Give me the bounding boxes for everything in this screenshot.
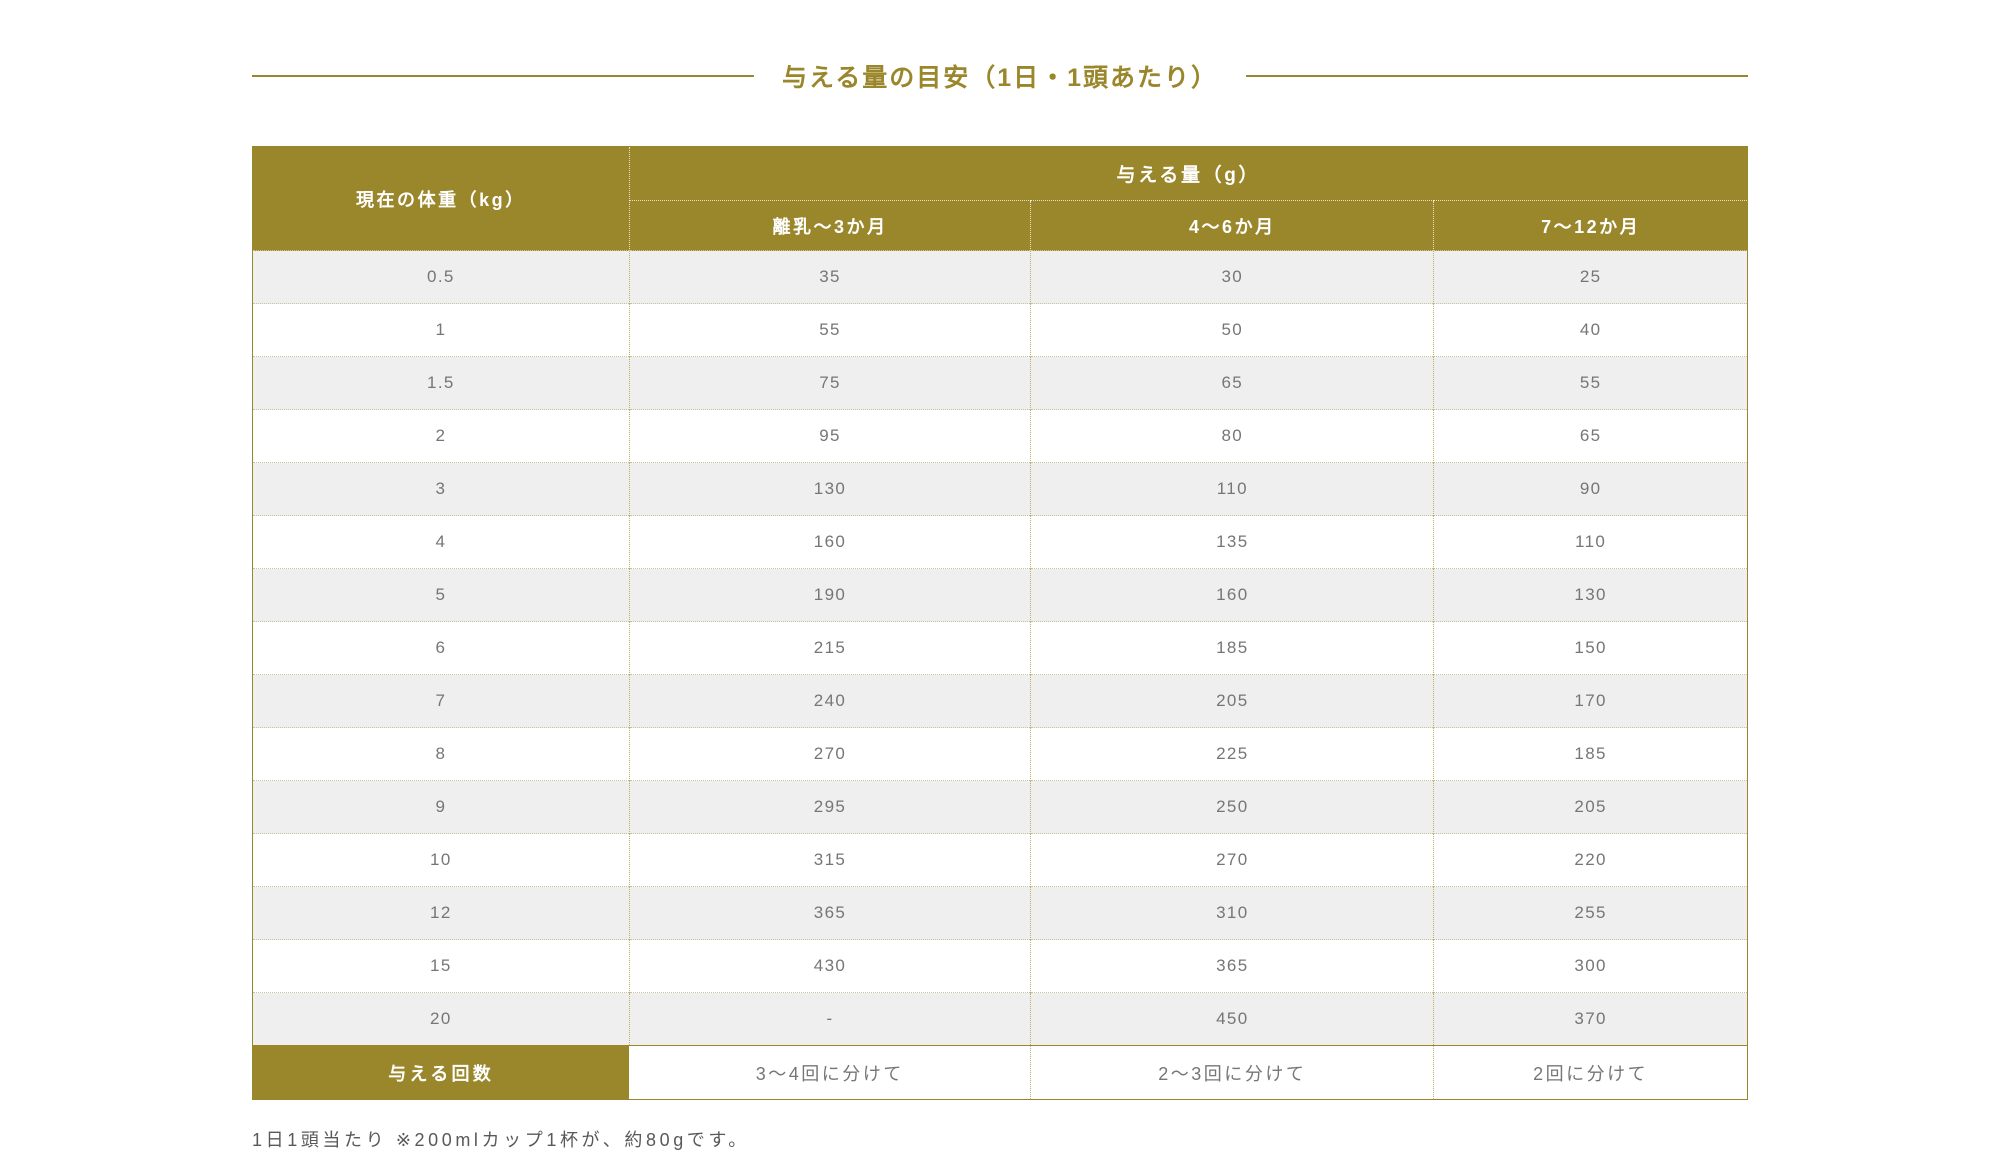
weight-cell: 12 <box>252 886 630 940</box>
weight-cell: 6 <box>252 621 630 675</box>
amount-cell: 130 <box>628 462 1031 516</box>
weight-cell: 0.5 <box>252 250 630 304</box>
weight-cell: 4 <box>252 515 630 569</box>
amount-cell: 65 <box>1433 409 1748 463</box>
weight-column-header: 現在の体重（kg） <box>252 146 630 251</box>
amount-cell: 300 <box>1433 939 1748 993</box>
frequency-row: 与える回数 3〜4回に分けて 2〜3回に分けて 2回に分けて <box>252 1045 1748 1100</box>
amount-cell: 160 <box>1030 568 1434 622</box>
amount-cell: 185 <box>1433 727 1748 781</box>
amount-cell: 130 <box>1433 568 1748 622</box>
frequency-cell: 2回に分けて <box>1433 1045 1748 1100</box>
amount-cell: 370 <box>1433 992 1748 1046</box>
table-row: 1.5 75 65 55 <box>252 356 1748 410</box>
table-row: 10 315 270 220 <box>252 833 1748 887</box>
table-row: 3 130 110 90 <box>252 462 1748 516</box>
frequency-cell: 3〜4回に分けて <box>629 1045 1031 1100</box>
amount-cell: 110 <box>1030 462 1434 516</box>
header-row-top: 現在の体重（kg） 与える量（g） <box>252 146 1748 251</box>
table-row: 9 295 250 205 <box>252 780 1748 834</box>
table-row: 5 190 160 130 <box>252 568 1748 622</box>
table-footer: 与える回数 3〜4回に分けて 2〜3回に分けて 2回に分けて <box>252 1045 1748 1100</box>
amount-cell: 190 <box>628 568 1031 622</box>
weight-cell: 5 <box>252 568 630 622</box>
weight-cell: 20 <box>252 992 630 1046</box>
amount-group-header: 与える量（g） <box>629 146 1748 201</box>
weight-cell: 1 <box>252 303 630 357</box>
feeding-amount-table: 現在の体重（kg） 与える量（g） 離乳〜3か月 4〜6か月 7〜12か月 0.5 3… <box>252 146 1748 1100</box>
amount-cell: 250 <box>1030 780 1434 834</box>
amount-cell: 35 <box>628 250 1031 304</box>
weight-cell: 10 <box>252 833 630 887</box>
amount-cell: 270 <box>1030 833 1434 887</box>
amount-cell: 55 <box>628 303 1031 357</box>
table-row: 2 95 80 65 <box>252 409 1748 463</box>
amount-cell: 90 <box>1433 462 1748 516</box>
amount-cell: 310 <box>1030 886 1434 940</box>
weight-cell: 3 <box>252 462 630 516</box>
age-column-header: 4〜6か月 <box>1030 200 1434 251</box>
table-row: 0.5 35 30 25 <box>252 250 1748 304</box>
amount-cell: 135 <box>1030 515 1434 569</box>
amount-cell: 220 <box>1433 833 1748 887</box>
page-title: 与える量の目安（1日・1頭あたり） <box>781 64 1219 92</box>
amount-cell: 40 <box>1433 303 1748 357</box>
age-column-header: 7〜12か月 <box>1433 200 1748 251</box>
title-rule-right <box>1246 75 1748 77</box>
amount-cell: 185 <box>1030 621 1434 675</box>
age-column-header: 離乳〜3か月 <box>629 200 1031 251</box>
amount-cell: 75 <box>628 356 1031 410</box>
table-row: 15 430 365 300 <box>252 939 1748 993</box>
weight-cell: 8 <box>252 727 630 781</box>
amount-cell: 450 <box>1030 992 1434 1046</box>
table-row: 4 160 135 110 <box>252 515 1748 569</box>
amount-cell: 95 <box>628 409 1031 463</box>
amount-cell: 50 <box>1030 303 1434 357</box>
amount-cell: 110 <box>1433 515 1748 569</box>
table-row: 20-450 370 <box>252 992 1748 1046</box>
table-row: 8 270 225 185 <box>252 727 1748 781</box>
amount-cell: 205 <box>1433 780 1748 834</box>
amount-cell: 215 <box>628 621 1031 675</box>
amount-cell: 25 <box>1433 250 1748 304</box>
section-title-row: 与える量の目安（1日・1頭あたり） <box>252 58 1748 94</box>
weight-cell: 15 <box>252 939 630 993</box>
amount-cell: 315 <box>628 833 1031 887</box>
amount-cell: - <box>628 992 1031 1046</box>
amount-cell: 65 <box>1030 356 1434 410</box>
weight-cell: 2 <box>252 409 630 463</box>
footnote: 1日1頭当たり ※200mlカップ1杯が、約80gです。 <box>252 1130 750 1150</box>
table-row: 6 215 185 150 <box>252 621 1748 675</box>
amount-cell: 205 <box>1030 674 1434 728</box>
amount-cell: 160 <box>628 515 1031 569</box>
amount-cell: 430 <box>628 939 1031 993</box>
weight-cell: 9 <box>252 780 630 834</box>
amount-cell: 295 <box>628 780 1031 834</box>
table-row: 7 240 205 170 <box>252 674 1748 728</box>
table-header: 現在の体重（kg） 与える量（g） 離乳〜3か月 4〜6か月 7〜12か月 <box>252 146 1748 251</box>
table-row: 1 55 50 40 <box>252 303 1748 357</box>
title-rule-left <box>252 75 754 77</box>
amount-cell: 80 <box>1030 409 1434 463</box>
amount-cell: 365 <box>628 886 1031 940</box>
amount-cell: 240 <box>628 674 1031 728</box>
frequency-cell: 2〜3回に分けて <box>1030 1045 1434 1100</box>
amount-cell: 170 <box>1433 674 1748 728</box>
weight-cell: 1.5 <box>252 356 630 410</box>
table-body: 0.5 35 30 25 1 55 50 40 1.5 75 65 55 2 95 80 65 3 130 110 9… <box>252 250 1748 1046</box>
age-header-row: 離乳〜3か月 4〜6か月 7〜12か月 <box>253 200 1748 251</box>
amount-cell: 225 <box>1030 727 1434 781</box>
weight-cell: 7 <box>252 674 630 728</box>
amount-cell: 55 <box>1433 356 1748 410</box>
amount-cell: 255 <box>1433 886 1748 940</box>
table-row: 12 365 310 255 <box>252 886 1748 940</box>
amount-cell: 150 <box>1433 621 1748 675</box>
amount-cell: 365 <box>1030 939 1434 993</box>
frequency-label: 与える回数 <box>252 1045 630 1100</box>
amount-cell: 30 <box>1030 250 1434 304</box>
amount-cell: 270 <box>628 727 1031 781</box>
